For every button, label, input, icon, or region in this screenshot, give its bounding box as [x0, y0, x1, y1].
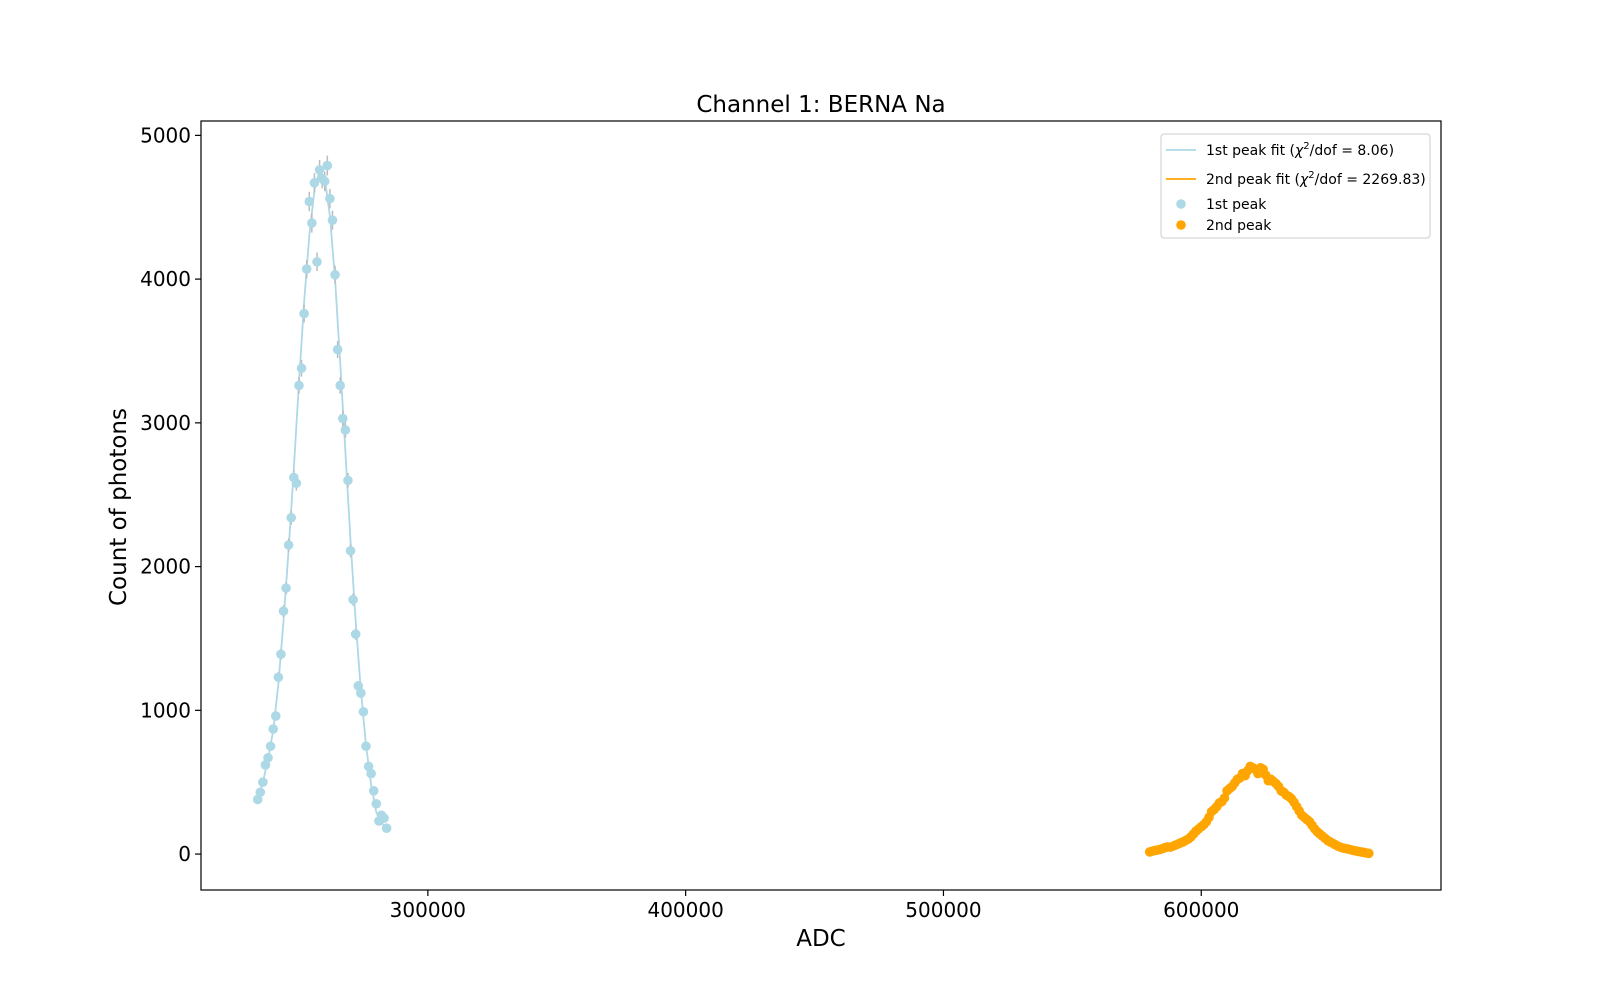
y-tick-label: 3000 [140, 411, 191, 435]
peak1-point [263, 752, 273, 763]
peak1-point [258, 777, 268, 787]
peak1-point [304, 196, 315, 207]
peak1-point [381, 823, 392, 833]
peak1-point [371, 798, 382, 809]
peak1-point [265, 741, 276, 752]
peak1-point [340, 425, 351, 435]
peak1-legend-label: 1st peak [1206, 197, 1267, 213]
y-tick-label: 5000 [140, 123, 191, 147]
peak1-point [348, 594, 358, 605]
peak1-point [294, 380, 304, 391]
peak1-point [379, 813, 389, 823]
peak1-point [314, 165, 325, 175]
peak1-point [276, 649, 286, 660]
peak2-point [1364, 848, 1374, 859]
peak1-legend-marker [1176, 199, 1186, 209]
peak1-point [319, 176, 330, 187]
peak1-point [350, 629, 361, 639]
peak1-point [299, 308, 309, 319]
peak1-point [345, 545, 356, 556]
peak1-point [343, 475, 353, 486]
legend-frame [1160, 133, 1431, 239]
peak1-point [312, 257, 322, 267]
x-tick-label: 300000 [390, 898, 466, 922]
peak1-point [273, 672, 284, 683]
peak1-point [268, 724, 278, 734]
peak1-point [361, 741, 371, 752]
y-tick-label: 4000 [140, 267, 191, 291]
peak1-point [335, 380, 346, 391]
peak1-point [270, 711, 281, 721]
peak1-point [366, 768, 376, 779]
peak1-point [330, 270, 340, 280]
peak2-legend-label: 2nd peak [1206, 218, 1272, 234]
peak1-point [307, 218, 317, 228]
peak1-point [301, 264, 312, 274]
plot-frame [200, 120, 1442, 891]
y-tick-label: 0 [178, 842, 191, 866]
x-tick-label: 400000 [647, 898, 723, 922]
y-axis-label: Count of photons [106, 408, 132, 606]
peak1-point [291, 478, 302, 489]
x-tick-label: 500000 [905, 898, 981, 922]
peak1-point [278, 606, 289, 616]
peak1-point [356, 688, 366, 698]
legend: 1st peak fit (χ2/dof = 8.06) 2nd peak fit… [1160, 133, 1431, 239]
peak1-point [255, 787, 266, 798]
y-tick-label: 2000 [140, 555, 191, 579]
chart-title: Channel 1: BERNA Na [696, 92, 945, 118]
peak1-point [283, 540, 294, 550]
peak2-fit-legend-label: 2nd peak fit (χ2/dof = 2269.83) [1206, 170, 1426, 188]
peak1-point [309, 178, 320, 188]
x-tick-label: 600000 [1163, 898, 1239, 922]
peak1-point [286, 512, 297, 523]
plot-area: 300000 400000 500000 600000 0 1000 2000 3000 400… [140, 123, 1374, 922]
peak2-legend-marker [1176, 220, 1186, 230]
peak1-point [281, 583, 291, 593]
peak1-point [332, 344, 343, 355]
peak1-point [296, 363, 307, 374]
peak1-point [368, 786, 379, 796]
peak1-point [358, 706, 369, 717]
peak1-point [337, 413, 348, 424]
x-axis-label: ADC [796, 926, 846, 952]
peak1-point [325, 193, 335, 204]
peak1-point [322, 160, 333, 171]
peak1-fit-legend-label: 1st peak fit (χ2/dof = 8.06) [1206, 141, 1394, 159]
peak1-point [327, 215, 338, 225]
y-tick-label: 1000 [140, 698, 191, 722]
